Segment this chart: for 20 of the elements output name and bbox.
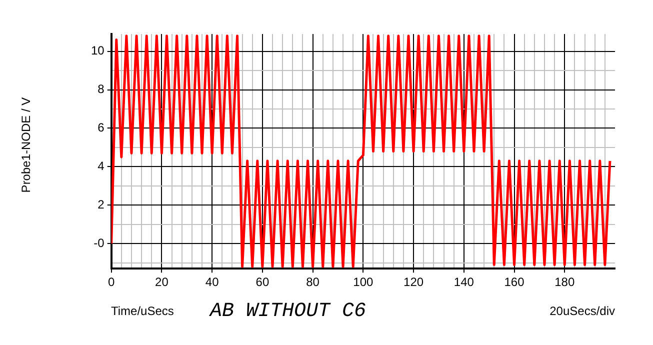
- x-tick-label: 120: [404, 275, 424, 290]
- x-tick-label: 40: [205, 275, 220, 290]
- x-tick-label: 180: [554, 275, 575, 290]
- text: AB WITHOUT C6: [210, 300, 366, 323]
- y-tick-label: 6: [98, 120, 105, 135]
- y-tick-label: -0: [94, 236, 105, 250]
- y-tick-label: 10: [90, 44, 105, 58]
- x-tick-label: 0: [108, 275, 116, 290]
- x-tick-label: 160: [504, 275, 525, 290]
- x-tick-label: 100: [353, 275, 374, 290]
- y-tick-label: 8: [98, 82, 105, 96]
- x-tick-label: 20: [155, 275, 169, 290]
- y-tick-label: 4: [98, 158, 105, 173]
- x-tick-label: 60: [256, 275, 270, 290]
- y-axis-title: Probe1-NODE / V: [19, 97, 33, 193]
- text: 20uSecs/div: [550, 304, 615, 318]
- x-tick-label: 140: [454, 275, 474, 290]
- x-tick-label: 80: [306, 275, 320, 290]
- y-tick-label: 2: [98, 197, 105, 212]
- x-axis-title: Time/uSecs: [111, 304, 174, 318]
